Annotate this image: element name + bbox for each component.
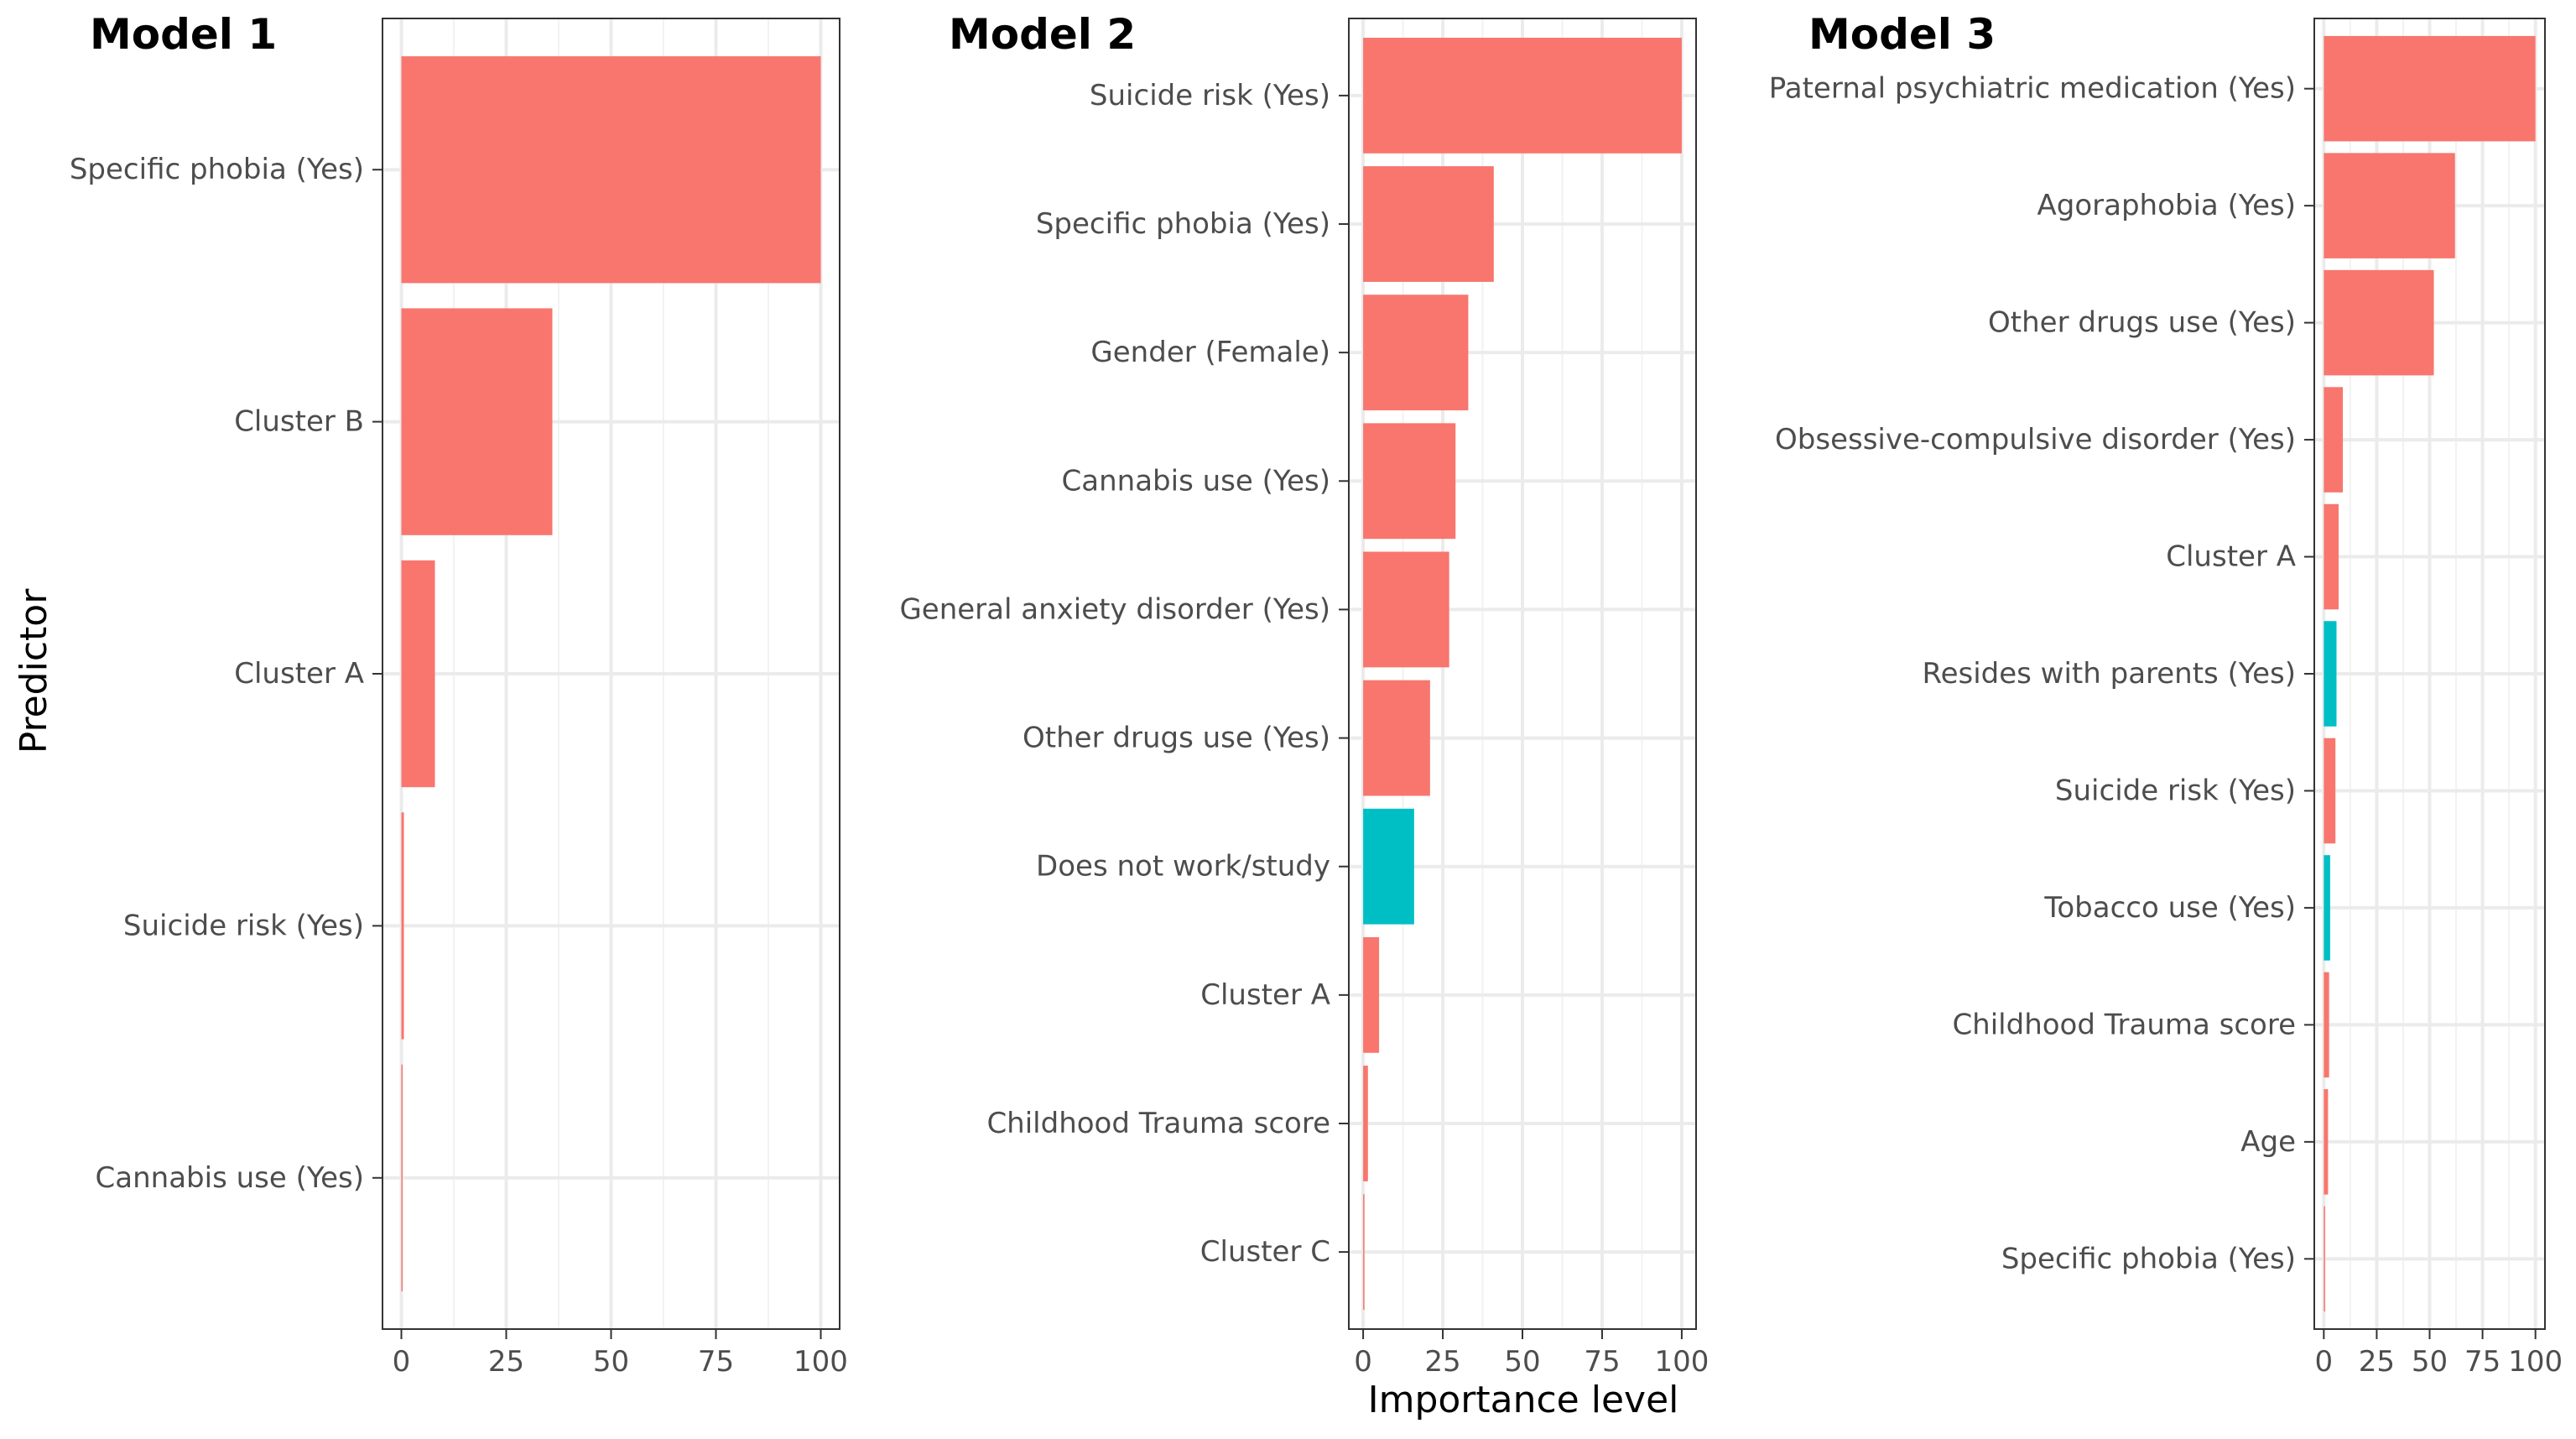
x-tick-label: 50	[1504, 1345, 1540, 1379]
bar	[401, 1064, 403, 1291]
x-axis-title: Importance level	[1368, 1379, 1679, 1421]
category-label: Gender (Female)	[1090, 336, 1330, 369]
x-tick-label: 50	[593, 1345, 629, 1379]
category-label: Suicide risk (Yes)	[123, 909, 364, 942]
category-label: Specific phobia (Yes)	[2001, 1242, 2296, 1275]
bar	[2324, 1206, 2325, 1312]
x-tick-label: 0	[1354, 1345, 1372, 1379]
bar	[1363, 808, 1414, 925]
bar	[1363, 1066, 1368, 1181]
bar	[2324, 1089, 2329, 1195]
category-label: Resides with parents (Yes)	[1922, 657, 2296, 691]
x-tick-label: 75	[2464, 1345, 2501, 1379]
panel-title: Model 3	[1808, 10, 1996, 59]
category-label: Agoraphobia (Yes)	[2037, 189, 2296, 222]
bar	[1363, 37, 1682, 154]
x-tick-label: 0	[2315, 1345, 2334, 1379]
bar	[401, 812, 404, 1040]
category-label: Cannabis use (Yes)	[1062, 464, 1330, 498]
bar	[1363, 423, 1456, 540]
panel-model-1: Specific phobia (Yes) Cluster B Cluster A S…	[70, 10, 848, 1379]
x-tick-label: 0	[393, 1345, 411, 1379]
category-label: Tobacco use (Yes)	[2043, 891, 2296, 925]
bar	[401, 308, 553, 535]
bar	[1363, 295, 1469, 411]
x-tick-label: 25	[488, 1345, 524, 1379]
panel-model-3: Paternal psychiatric medication (Yes) Ago…	[1769, 10, 2563, 1379]
category-label: Does not work/study	[1036, 850, 1330, 884]
category-label: Specific phobia (Yes)	[70, 153, 364, 186]
panel-title: Model 1	[90, 10, 277, 59]
bar	[2324, 153, 2455, 258]
category-label: Cluster A	[2166, 540, 2296, 574]
x-tick-label: 100	[1654, 1345, 1709, 1379]
category-label: Cluster A	[1200, 978, 1330, 1012]
category-label: Other drugs use (Yes)	[1988, 306, 2296, 340]
category-label: Other drugs use (Yes)	[1023, 722, 1330, 755]
x-tick-label: 100	[2508, 1345, 2563, 1379]
bar	[2324, 738, 2336, 844]
category-label: Cannabis use (Yes)	[96, 1161, 364, 1195]
category-label: Suicide risk (Yes)	[2055, 774, 2296, 807]
category-label: Cluster B	[234, 405, 364, 439]
x-tick-label: 100	[794, 1345, 848, 1379]
category-label: Suicide risk (Yes)	[1090, 79, 1330, 112]
y-axis-title: Predictor	[13, 588, 55, 753]
x-tick-label: 75	[1584, 1345, 1620, 1379]
x-tick-label: 75	[698, 1345, 734, 1379]
bar	[1363, 1194, 1365, 1311]
category-label: General anxiety disorder (Yes)	[899, 592, 1330, 626]
bar	[2324, 387, 2344, 493]
panel-model-2: Suicide risk (Yes) Specific phobia (Yes) G…	[899, 10, 1709, 1379]
category-label: Cluster C	[1200, 1235, 1330, 1269]
x-tick-label: 50	[2412, 1345, 2448, 1379]
category-label: Cluster A	[234, 657, 364, 691]
bar	[2324, 269, 2434, 376]
category-label: Obsessive-compulsive disorder (Yes)	[1775, 423, 2296, 456]
x-tick-label: 25	[1424, 1345, 1460, 1379]
bar	[401, 56, 821, 284]
category-label: Childhood Trauma score	[986, 1107, 1330, 1140]
panel-title: Model 2	[949, 10, 1136, 59]
bar	[1363, 936, 1380, 1053]
bar	[2324, 855, 2330, 961]
category-label: Childhood Trauma score	[1952, 1008, 2296, 1041]
bar	[1363, 551, 1449, 668]
category-label: Paternal psychiatric medication (Yes)	[1769, 72, 2296, 106]
bar	[2324, 972, 2329, 1078]
bar	[2324, 621, 2337, 727]
category-label: Age	[2240, 1125, 2296, 1159]
category-label: Specific phobia (Yes)	[1036, 207, 1330, 241]
bar	[1363, 166, 1494, 282]
bar	[401, 560, 435, 788]
x-tick-label: 25	[2359, 1345, 2395, 1379]
bar	[1363, 680, 1430, 796]
bar	[2324, 35, 2536, 142]
bar	[2324, 503, 2339, 610]
